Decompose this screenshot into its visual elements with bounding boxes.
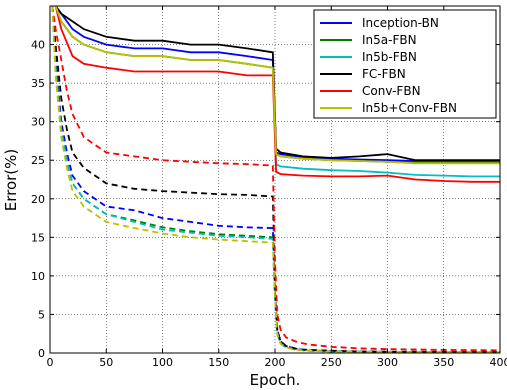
legend-label-in5b-fbn: In5b-FBN (362, 50, 417, 64)
tick-layer: 0 50 100 150 200 250 300 350 400 0 5 10 15 20 25 30 35 40 (31, 6, 507, 369)
legend-label-in5b-conv-fbn: In5b+Conv-FBN (362, 101, 457, 115)
x-tick-label: 200 (265, 356, 286, 369)
series-fc-fbn-solid-line (54, 6, 500, 162)
legend: Inception-BN In5a-FBN In5b-FBN FC-FBN Conv-F… (313, 9, 497, 119)
y-tick-label: 20 (31, 193, 45, 206)
x-tick-label: 400 (490, 356, 507, 369)
y-tick-label: 35 (31, 77, 45, 90)
y-tick-label: 40 (31, 39, 45, 52)
x-tick-label: 150 (208, 356, 229, 369)
y-tick-label: 15 (31, 231, 45, 244)
x-tick-label: 0 (47, 356, 54, 369)
legend-label-in5a-fbn: In5a-FBN (362, 33, 417, 47)
x-tick-label: 50 (99, 356, 113, 369)
y-tick-label: 25 (31, 154, 45, 167)
y-tick-label: 5 (38, 308, 45, 321)
series-in5b-conv-fbn-solid-line (54, 6, 500, 165)
legend-label-conv-fbn: Conv-FBN (362, 84, 421, 98)
y-tick-label: 10 (31, 270, 45, 283)
x-tick-label: 300 (377, 356, 398, 369)
series-conv-fbn-dashed-line (51, 6, 500, 352)
y-axis-title: Error(%) (2, 149, 20, 212)
x-tick-label: 100 (152, 356, 173, 369)
legend-label-fc-fbn: FC-FBN (362, 67, 406, 81)
legend-label-inception-bn: Inception-BN (362, 16, 439, 30)
x-axis-title: Epoch. (250, 371, 301, 389)
y-tick-label: 0 (38, 347, 45, 360)
x-tick-label: 250 (321, 356, 342, 369)
legend-box (313, 9, 497, 119)
y-tick-label: 30 (31, 116, 45, 129)
x-tick-label: 350 (433, 356, 454, 369)
